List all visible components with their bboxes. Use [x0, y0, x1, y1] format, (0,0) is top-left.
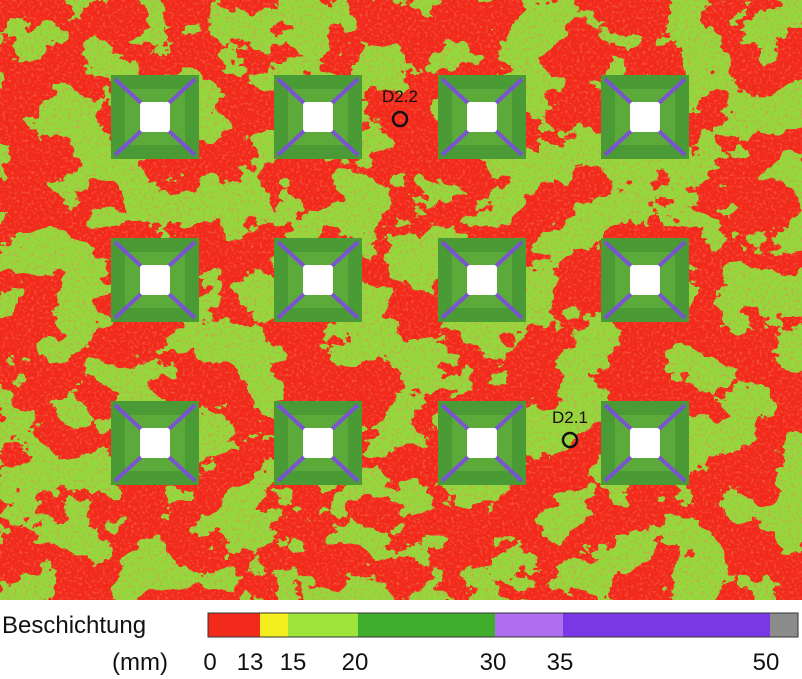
pyramid-edge — [167, 240, 197, 268]
pyramid-edge — [494, 129, 524, 157]
colorbar-segment — [563, 613, 770, 637]
pyramid-edge — [657, 77, 687, 105]
pyramid-edge — [113, 129, 143, 157]
pyramid-top — [467, 428, 497, 458]
pyramid-edge — [440, 455, 470, 483]
pyramid-edge — [603, 403, 633, 431]
colorbar-segment — [208, 613, 260, 637]
pyramid-edge — [167, 455, 197, 483]
pyramid-top — [140, 102, 170, 132]
colorbar-segment — [770, 613, 798, 637]
pyramid-edge — [330, 455, 360, 483]
colorbar-segment — [288, 613, 358, 637]
pyramid-edge — [603, 129, 633, 157]
pyramid-edge — [330, 240, 360, 268]
pyramid-edge — [113, 403, 143, 431]
pyramid-edge — [657, 129, 687, 157]
marker-circle — [561, 431, 579, 449]
pyramid-edge — [494, 240, 524, 268]
colorbar-tick-label: 0 — [203, 649, 216, 676]
pyramid-edge — [330, 77, 360, 105]
pyramid-top — [630, 428, 660, 458]
pyramid-top — [303, 428, 333, 458]
marker-label: D2.1 — [552, 408, 588, 427]
colorbar-frame — [207, 612, 799, 638]
thickness-map: D2.2 D2.1 — [0, 0, 802, 600]
pyramid-top — [630, 265, 660, 295]
pyramid-edge — [276, 292, 306, 320]
pyramid-top — [303, 102, 333, 132]
colorbar-segment — [260, 613, 288, 637]
legend: Beschichtung (mm) 0 13 15 20 30 35 50 — [2, 612, 799, 676]
colorbar-tick-label: 13 — [237, 649, 264, 676]
pyramid-top — [630, 102, 660, 132]
pyramid-edge — [167, 129, 197, 157]
colorbar-segment — [358, 613, 495, 637]
pyramid-edge — [167, 292, 197, 320]
pyramid-edge — [603, 455, 633, 483]
colorbar-tick-label: 50 — [753, 649, 780, 676]
pyramid-edge — [330, 403, 360, 431]
pyramid-edge — [603, 77, 633, 105]
pyramid-edge — [276, 455, 306, 483]
colorbar-segment — [495, 613, 563, 637]
marker-circle — [391, 110, 409, 128]
pyramid-edge — [657, 455, 687, 483]
pyramid-edge — [276, 240, 306, 268]
pyramid-edge — [440, 403, 470, 431]
pyramid-edge — [494, 403, 524, 431]
pyramid-top — [140, 428, 170, 458]
pyramid-edge — [603, 240, 633, 268]
pyramid-edge — [330, 292, 360, 320]
pyramid-top — [140, 265, 170, 295]
pyramid-edge — [657, 292, 687, 320]
pyramid-top — [467, 102, 497, 132]
pyramid-edge — [440, 129, 470, 157]
pyramids — [111, 75, 689, 485]
pyramid-edge — [113, 77, 143, 105]
pyramid-edge — [440, 77, 470, 105]
pyramid-edge — [440, 292, 470, 320]
colorbar-tick-label: 15 — [280, 649, 307, 676]
colorbar-tick-label: 20 — [342, 649, 369, 676]
pyramid-edge — [276, 129, 306, 157]
pyramid-edge — [113, 455, 143, 483]
pyramid-edge — [494, 455, 524, 483]
pyramid-edge — [276, 403, 306, 431]
pyramid-edge — [113, 240, 143, 268]
colorbar-tick-label: 30 — [480, 649, 507, 676]
pyramid-edge — [330, 129, 360, 157]
legend-unit: (mm) — [112, 649, 168, 676]
pyramid-edge — [494, 77, 524, 105]
pyramid-edge — [494, 292, 524, 320]
pyramid-edge — [167, 77, 197, 105]
marker-label: D2.2 — [382, 87, 418, 106]
pyramid-edge — [440, 240, 470, 268]
pyramid-edge — [657, 403, 687, 431]
legend-title: Beschichtung — [2, 612, 146, 639]
pyramid-top — [303, 265, 333, 295]
pyramid-edge — [167, 403, 197, 431]
pyramid-edge — [276, 77, 306, 105]
pyramid-edge — [657, 240, 687, 268]
pyramid-edge — [603, 292, 633, 320]
pyramid-edge — [113, 292, 143, 320]
colorbar-tick-label: 35 — [547, 649, 574, 676]
pyramid-top — [467, 265, 497, 295]
